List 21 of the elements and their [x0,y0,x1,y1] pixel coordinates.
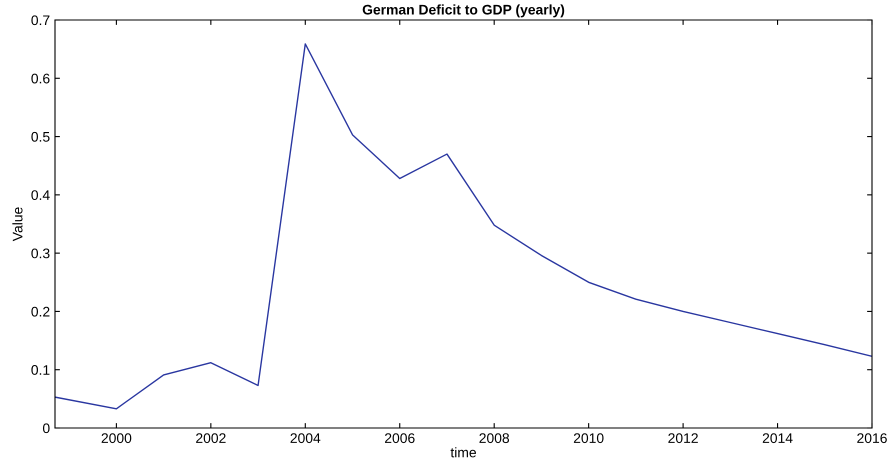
y-axis-title: Value [12,207,23,242]
x-tick-label: 2000 [102,433,132,444]
x-axis-title: time [450,447,476,458]
y-tick-label: 0.4 [31,190,50,200]
y-tick-label: 0.5 [31,132,50,142]
chart-title: German Deficit to GDP (yearly) [362,4,564,18]
x-tick-label: 2006 [384,433,415,444]
x-tick-label: 2016 [857,433,887,444]
y-tick-label: 0.1 [31,365,50,375]
x-tick-label: 2010 [574,433,604,444]
x-tick-label: 2002 [196,433,226,444]
x-tick-label: 2012 [668,433,698,444]
y-tick-label: 0.6 [31,74,50,84]
y-tick-label: 0.2 [31,306,50,317]
line-series [55,43,872,410]
x-tick-label: 2014 [762,433,793,444]
x-tick-label: 2004 [290,433,320,444]
y-tick-label: 0.7 [31,15,50,26]
y-tick-label: 0.3 [31,248,50,258]
x-tick-label: 2008 [479,433,510,444]
y-tick-label: 0 [42,423,50,434]
